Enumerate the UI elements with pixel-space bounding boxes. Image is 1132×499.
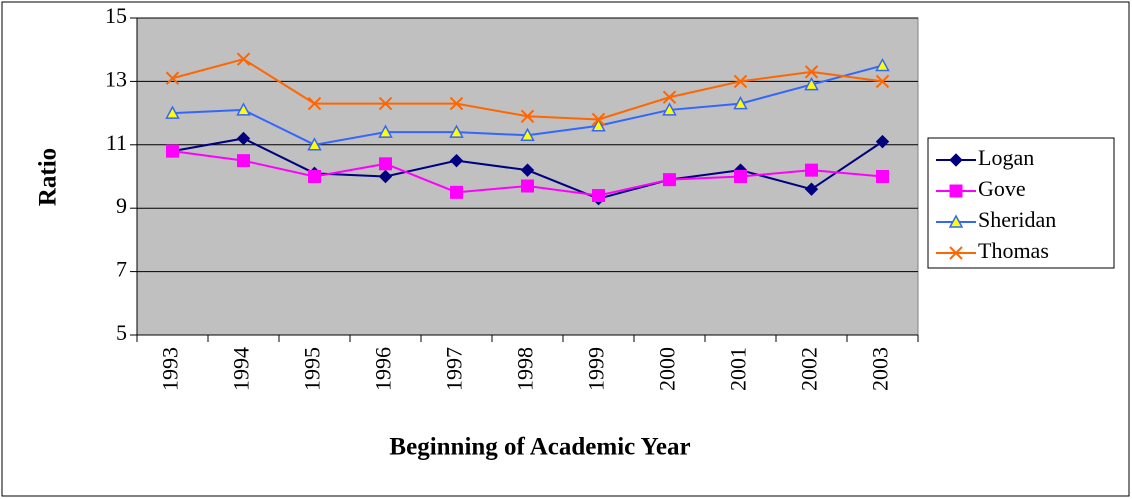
y-axis-label: Ratio [35, 148, 62, 206]
x-tick-label: 2001 [726, 347, 751, 391]
legend-marker [948, 214, 964, 228]
data-point [450, 185, 463, 199]
data-point [663, 173, 676, 187]
data-point [804, 182, 819, 196]
x-tick-label: 1999 [584, 347, 609, 391]
x-tick-label: 1998 [513, 347, 538, 391]
legend-label: Thomas [978, 238, 1049, 263]
legend-label: Sheridan [978, 207, 1056, 232]
data-point [520, 109, 535, 123]
data-point [804, 77, 819, 91]
data-point [591, 118, 606, 132]
data-point [166, 144, 179, 158]
x-tick-label: 1993 [158, 347, 183, 391]
data-point [875, 134, 890, 149]
data-point [308, 170, 321, 183]
data-point [733, 96, 748, 110]
data-point [733, 74, 748, 89]
x-tick-label: 1994 [229, 347, 254, 391]
data-point [591, 112, 606, 127]
data-point [449, 96, 464, 111]
data-point [307, 137, 322, 151]
data-point [307, 96, 322, 111]
y-tick-label: 15 [105, 3, 127, 28]
data-point [805, 163, 818, 177]
legend-label: Gove [978, 176, 1026, 201]
data-point [378, 169, 393, 184]
data-point [236, 131, 251, 146]
data-point [592, 189, 605, 203]
data-point [449, 153, 464, 168]
y-tick-label: 9 [116, 193, 127, 218]
y-tick-label: 13 [105, 66, 127, 91]
y-tick-label: 11 [106, 130, 127, 155]
data-point [521, 179, 534, 193]
x-axis-label: Beginning of Academic Year [389, 434, 690, 461]
data-point [378, 124, 393, 138]
data-point [236, 52, 251, 66]
data-point [876, 170, 889, 183]
data-point [875, 57, 890, 72]
data-point [379, 157, 392, 171]
x-tick-label: 2003 [868, 347, 893, 391]
data-point [378, 96, 393, 111]
data-point [449, 124, 464, 138]
x-tick-label: 1995 [300, 347, 325, 391]
data-point [236, 102, 251, 116]
data-point [520, 127, 535, 142]
x-tick-label: 1997 [442, 347, 467, 391]
legend-marker [949, 246, 963, 260]
legend-marker [949, 153, 963, 167]
data-point [662, 102, 677, 116]
data-point [165, 71, 180, 85]
data-point [165, 105, 180, 119]
legend-marker [949, 184, 963, 198]
data-point [662, 90, 677, 104]
data-point [875, 74, 890, 89]
x-tick-label: 2002 [797, 347, 822, 391]
y-tick-label: 7 [116, 257, 127, 282]
data-point [237, 154, 250, 168]
data-point [804, 65, 819, 79]
x-tick-label: 1996 [371, 347, 396, 391]
legend-label: Logan [978, 145, 1034, 170]
data-point [734, 170, 747, 183]
y-tick-label: 5 [116, 320, 127, 345]
data-point [520, 163, 535, 177]
x-tick-label: 2000 [655, 347, 680, 391]
